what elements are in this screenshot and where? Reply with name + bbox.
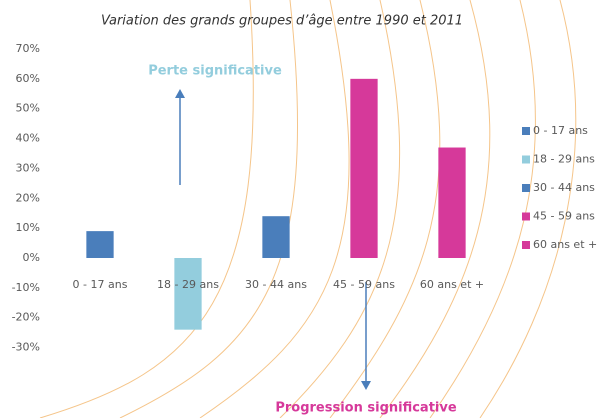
x-tick-label: 18 - 29 ans [157,278,219,291]
annotation: Progression significative [275,401,457,416]
legend-label: 0 - 17 ans [533,124,588,137]
y-tick-label: 60% [16,72,40,85]
x-tick-label: 60 ans et + [420,278,484,291]
legend-label: 60 ans et + [533,238,597,251]
y-tick-label: 20% [16,191,40,204]
background-decoration [39,0,577,418]
bar [262,216,290,258]
x-tick-label: 30 - 44 ans [245,278,307,291]
arrow-head [361,381,371,390]
legend-swatch [522,155,530,164]
x-tick-label: 45 - 59 ans [333,278,395,291]
y-tick-label: -10% [12,281,40,294]
x-tick-label: 0 - 17 ans [73,278,128,291]
bar [86,231,114,258]
legend-swatch [522,127,530,135]
legend-label: 30 - 44 ans [533,181,595,194]
legend-swatch [522,184,530,192]
bar [350,78,378,258]
legend-swatch [522,241,530,249]
y-tick-label: 40% [16,132,40,145]
y-tick-label: 70% [16,42,40,55]
chart-title: Variation des grands groupes d’âge entre… [101,14,463,29]
bar [438,147,466,258]
y-tick-label: 0% [23,251,40,264]
y-tick-label: 50% [16,102,40,115]
y-tick-label: -30% [12,341,40,354]
bar [174,258,202,330]
legend-label: 45 - 59 ans [533,210,595,223]
y-tick-label: 10% [16,221,40,234]
annotation: Perte significative [148,64,282,79]
arrow-head [175,89,185,98]
legend-swatch [522,212,530,221]
legend-label: 18 - 29 ans [533,153,595,166]
y-tick-label: -20% [12,311,40,324]
y-tick-label: 30% [16,161,40,174]
